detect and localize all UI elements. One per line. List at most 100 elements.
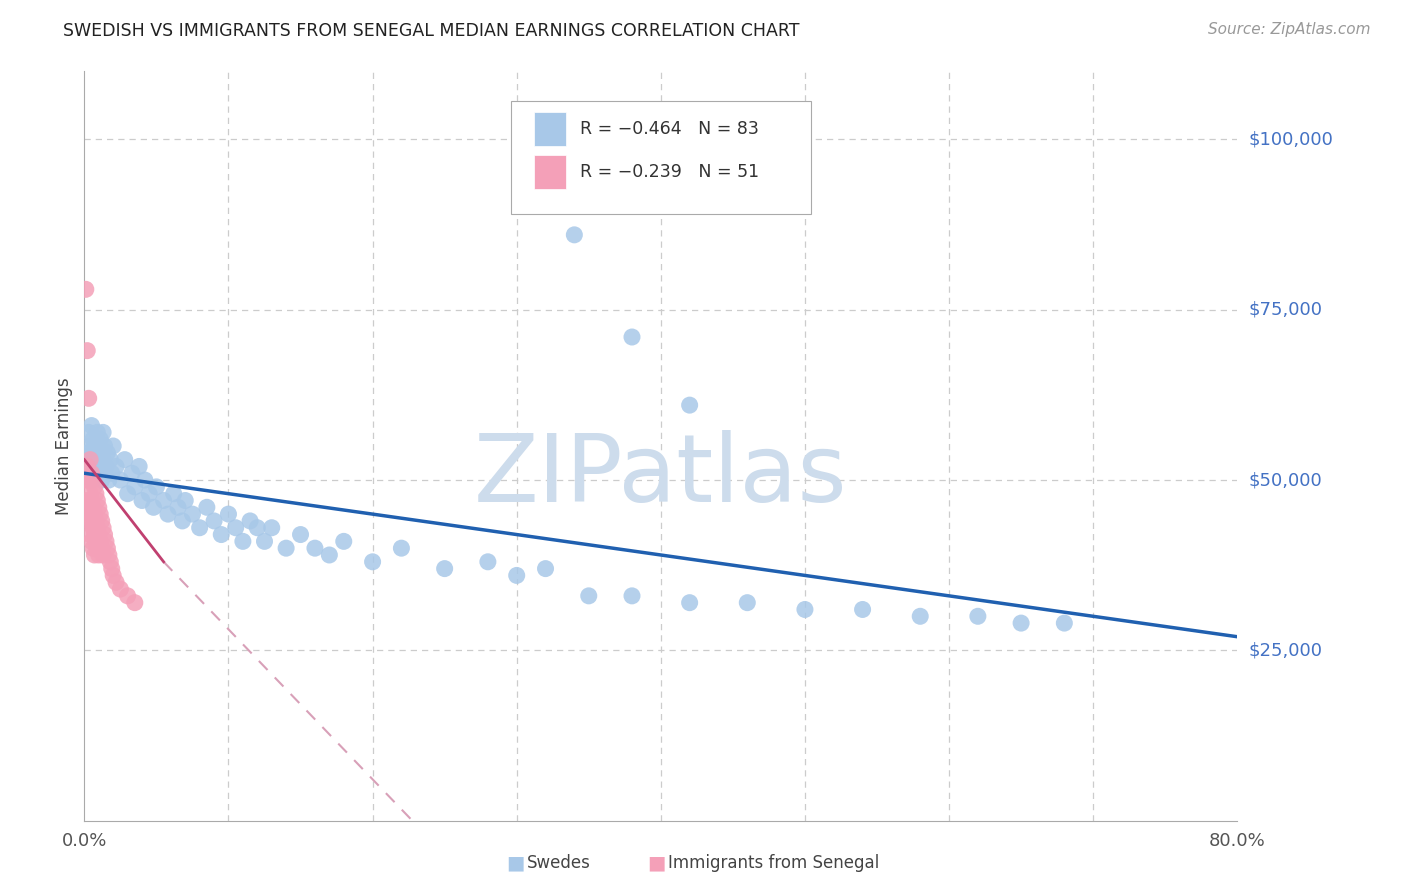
Point — [117, 486, 139, 500]
Point — [232, 534, 254, 549]
Point — [117, 589, 139, 603]
Point — [77, 473, 100, 487]
Point — [621, 589, 644, 603]
Point — [103, 568, 124, 582]
Text: ■: ■ — [506, 854, 524, 872]
FancyBboxPatch shape — [510, 102, 811, 214]
Point — [76, 343, 98, 358]
Point — [253, 534, 276, 549]
Point — [82, 473, 104, 487]
Point — [87, 548, 110, 562]
Point — [90, 514, 112, 528]
Point — [80, 514, 103, 528]
Point — [89, 534, 111, 549]
Text: Source: ZipAtlas.com: Source: ZipAtlas.com — [1208, 22, 1371, 37]
Point — [163, 486, 186, 500]
Point — [96, 541, 118, 556]
Point — [679, 596, 702, 610]
Point — [87, 500, 110, 515]
Point — [79, 486, 101, 500]
Text: $50,000: $50,000 — [1249, 471, 1322, 489]
Point — [83, 507, 105, 521]
Point — [174, 493, 197, 508]
Point — [209, 527, 232, 541]
Point — [77, 425, 100, 440]
Point — [93, 439, 115, 453]
Point — [218, 507, 240, 521]
Point — [138, 486, 160, 500]
Point — [105, 575, 128, 590]
Point — [82, 521, 104, 535]
Point — [82, 446, 104, 460]
Point — [391, 541, 413, 556]
Point — [114, 452, 136, 467]
Point — [87, 439, 110, 453]
Point — [578, 589, 600, 603]
Point — [737, 596, 759, 610]
Point — [77, 500, 100, 515]
Point — [79, 507, 101, 521]
Point — [76, 493, 98, 508]
Point — [124, 480, 146, 494]
Text: Swedes: Swedes — [527, 855, 591, 872]
Point — [110, 582, 132, 596]
Point — [86, 425, 108, 440]
Point — [96, 446, 118, 460]
Point — [304, 541, 326, 556]
Text: SWEDISH VS IMMIGRANTS FROM SENEGAL MEDIAN EARNINGS CORRELATION CHART: SWEDISH VS IMMIGRANTS FROM SENEGAL MEDIA… — [63, 22, 800, 40]
Point — [260, 521, 283, 535]
Point — [506, 568, 529, 582]
Point — [89, 432, 111, 446]
Point — [83, 480, 105, 494]
Point — [77, 514, 100, 528]
Point — [83, 452, 105, 467]
Point — [361, 555, 384, 569]
Point — [156, 507, 179, 521]
Point — [225, 521, 247, 535]
Text: R = −0.464   N = 83: R = −0.464 N = 83 — [581, 120, 759, 138]
Point — [89, 507, 111, 521]
Point — [76, 459, 98, 474]
Point — [621, 330, 644, 344]
Point — [145, 480, 167, 494]
Point — [89, 459, 111, 474]
Point — [94, 459, 117, 474]
Point — [91, 425, 114, 440]
Point — [97, 473, 120, 487]
Point — [433, 561, 456, 575]
Point — [84, 459, 107, 474]
Point — [93, 527, 115, 541]
Point — [98, 555, 121, 569]
Point — [82, 432, 104, 446]
Point — [564, 227, 586, 242]
Point — [239, 514, 262, 528]
Point — [97, 548, 120, 562]
Point — [82, 541, 104, 556]
Point — [172, 514, 194, 528]
Point — [276, 541, 298, 556]
Point — [318, 548, 340, 562]
Point — [124, 596, 146, 610]
Point — [86, 467, 108, 481]
Point — [80, 473, 103, 487]
Bar — [534, 155, 567, 189]
Point — [794, 602, 817, 616]
Point — [79, 527, 101, 541]
Point — [82, 500, 104, 515]
Point — [80, 418, 103, 433]
Point — [84, 446, 107, 460]
Text: Immigrants from Senegal: Immigrants from Senegal — [668, 855, 879, 872]
Point — [75, 473, 97, 487]
Point — [290, 527, 312, 541]
Point — [75, 282, 97, 296]
Point — [79, 439, 101, 453]
Point — [195, 500, 218, 515]
Point — [100, 561, 122, 575]
Point — [83, 439, 105, 453]
Point — [852, 602, 875, 616]
Point — [202, 514, 225, 528]
Point — [80, 534, 103, 549]
Point — [121, 467, 143, 481]
Point — [534, 561, 557, 575]
Bar — [534, 112, 567, 145]
